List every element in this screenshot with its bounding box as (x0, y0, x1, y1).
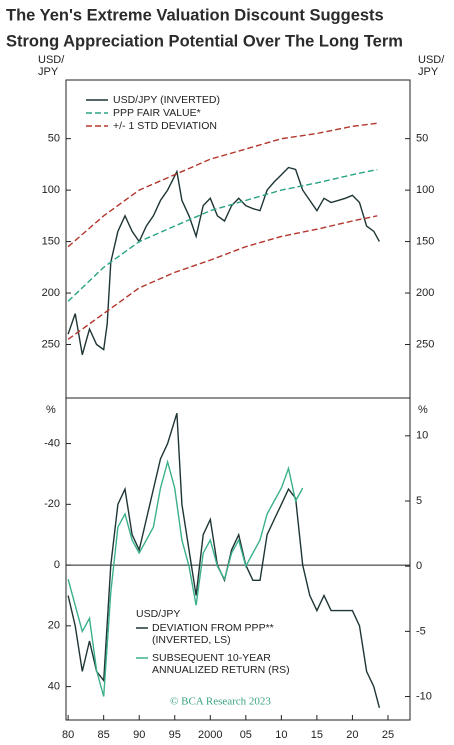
x-tick-label: 10 (275, 729, 287, 741)
legend-label: PPP FAIR VALUE* (113, 107, 201, 119)
y-tick-label: -20 (44, 498, 60, 510)
y-tick-label: 0 (54, 559, 60, 571)
legend-label: +/- 1 STD DEVIATION (113, 120, 217, 132)
y-tick-label: 100 (42, 184, 60, 196)
y-tick-label: 150 (42, 235, 60, 247)
series-line (67, 166, 381, 355)
y-tick-label: 20 (48, 620, 60, 632)
legend-label: ANNUALIZED RETURN (RS) (152, 664, 290, 676)
y-tick-label: 40 (48, 680, 60, 692)
y2-tick-label: 10 (416, 430, 428, 442)
x-tick-label: 05 (240, 729, 252, 741)
legend-label: DEVIATION FROM PPP** (152, 622, 274, 634)
legend-label: SUBSEQUENT 10-YEAR (152, 652, 271, 664)
chart-title: Strong Appreciation Potential Over The L… (6, 32, 403, 50)
y-tick-label: -40 (44, 437, 60, 449)
y2-tick-label: 250 (416, 338, 434, 350)
x-tick-label: 85 (98, 729, 110, 741)
series-line (67, 215, 378, 340)
y2-tick-label: 50 (416, 133, 428, 145)
series-line (67, 459, 304, 697)
plot-frame (65, 397, 411, 721)
y2-tick-label: 0 (416, 560, 422, 572)
y2-axis-label: % (418, 404, 428, 416)
x-tick-label: 2000 (198, 729, 222, 741)
legend-title: USD/JPY (136, 608, 180, 620)
y-axis-label: % (46, 404, 56, 416)
x-tick-label: 20 (346, 729, 358, 741)
legend-label: USD/JPY (INVERTED) (113, 94, 220, 106)
chart-title: The Yen's Extreme Valuation Discount Sug… (6, 6, 384, 24)
x-tick-label: 90 (133, 729, 145, 741)
credit: © BCA Research 2023 (170, 696, 271, 708)
y2-tick-label: 100 (416, 184, 434, 196)
legend-label: (INVERTED, LS) (152, 634, 231, 646)
y-tick-label: 200 (42, 287, 60, 299)
y-axis-label: JPY (38, 66, 59, 78)
y2-tick-label: 150 (416, 235, 434, 247)
x-tick-label: 80 (62, 729, 74, 741)
y-tick-label: 250 (42, 338, 60, 350)
y2-tick-label: 5 (416, 495, 422, 507)
y2-tick-label: -5 (416, 625, 426, 637)
series-line (67, 122, 378, 248)
y2-axis-label: JPY (418, 66, 439, 78)
x-tick-label: 25 (382, 729, 394, 741)
y-axis-label: USD/ (38, 54, 65, 66)
x-tick-label: 15 (311, 729, 323, 741)
x-tick-label: 95 (169, 729, 181, 741)
y-tick-label: 50 (48, 133, 60, 145)
y2-axis-label: USD/ (418, 54, 445, 66)
series-line (67, 168, 378, 302)
y2-tick-label: -10 (416, 690, 432, 702)
y2-tick-label: 200 (416, 287, 434, 299)
